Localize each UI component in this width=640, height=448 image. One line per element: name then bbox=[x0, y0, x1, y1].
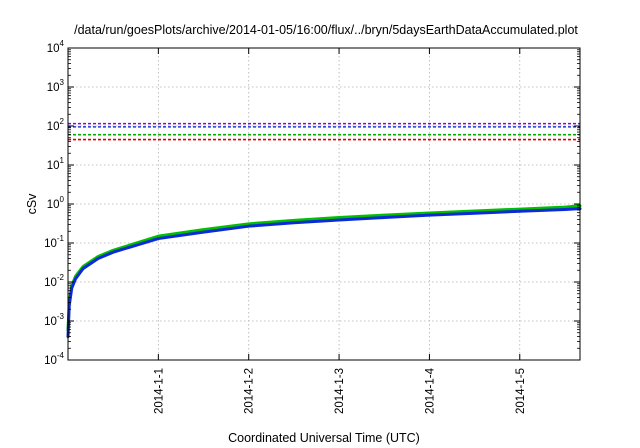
y-tick-label: 103 bbox=[47, 78, 65, 94]
y-tick-label: 102 bbox=[47, 117, 65, 133]
y-tick-label: 10-2 bbox=[44, 273, 64, 289]
x-tick-label: 2014-1-5 bbox=[515, 368, 527, 414]
y-tick-label: 10-1 bbox=[44, 234, 64, 250]
x-tick-label: 2014-1-2 bbox=[244, 368, 256, 414]
y-tick-label: 10-4 bbox=[44, 351, 64, 367]
series-line bbox=[66, 204, 582, 332]
y-axis-label: cSv bbox=[25, 193, 39, 215]
reference-lines bbox=[68, 122, 580, 141]
x-axis-label: Coordinated Universal Time (UTC) bbox=[228, 431, 420, 445]
y-tick-label: 100 bbox=[47, 195, 65, 211]
grid bbox=[68, 48, 580, 360]
chart-title: /data/run/goesPlots/archive/2014-01-05/1… bbox=[74, 23, 578, 37]
y-tick-label: 10-3 bbox=[44, 312, 64, 328]
x-tick-label: 2014-1-1 bbox=[153, 368, 165, 414]
y-axis: 10-4 10-3 10-2 10-1 100 101 102 103 104 bbox=[44, 39, 580, 367]
x-tick-label: 2014-1-3 bbox=[334, 368, 346, 414]
series-line bbox=[66, 207, 582, 339]
series-lines bbox=[66, 204, 582, 339]
y-tick-label: 101 bbox=[47, 156, 65, 172]
x-axis: 2014-1-1 2014-1-2 2014-1-3 2014-1-4 2014-1-5 bbox=[153, 48, 527, 414]
y-tick-label: 104 bbox=[47, 39, 65, 55]
x-tick-label: 2014-1-4 bbox=[424, 367, 436, 414]
